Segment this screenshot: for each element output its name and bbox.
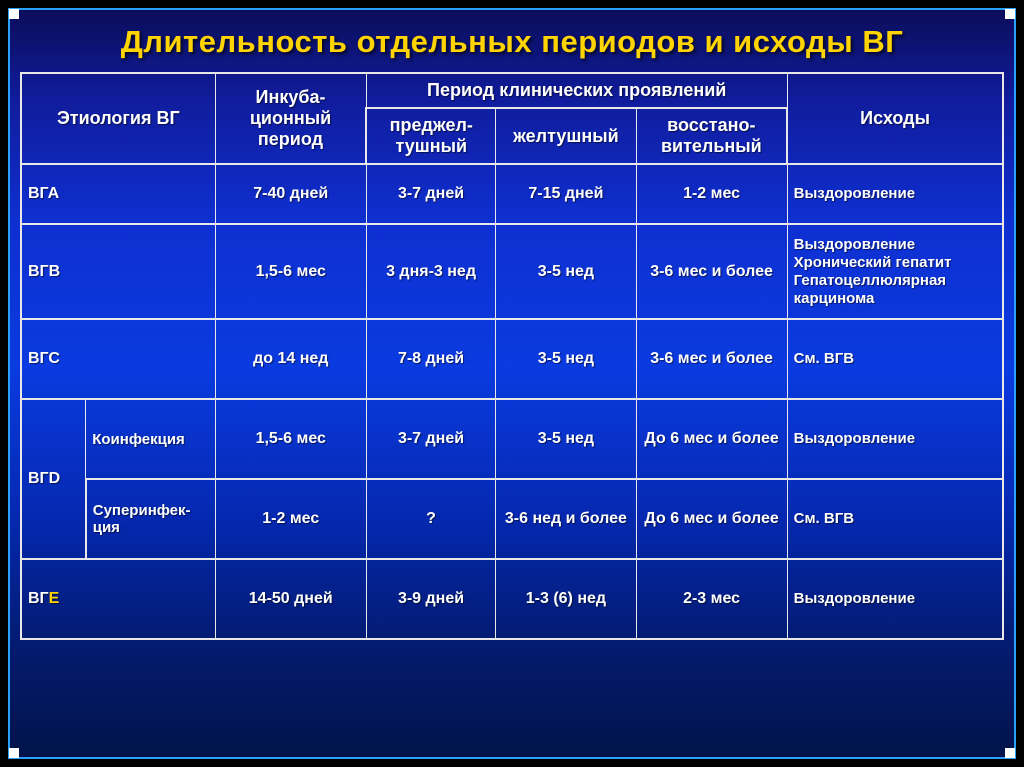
row-vge-recovery: 2-3 мес: [636, 559, 787, 639]
row-vga-icteric: 7-15 дней: [496, 164, 636, 224]
col-etiology: Этиология ВГ: [21, 73, 215, 164]
row-vge-preicteric: 3-9 дней: [366, 559, 495, 639]
row-vgc-incubation: до 14 нед: [215, 319, 366, 399]
hepatitis-periods-table: Этиология ВГ Инкуба- ционный период Пери…: [20, 72, 1004, 640]
row-vge-icteric: 1-3 (6) нед: [496, 559, 636, 639]
row-vgd-label: ВГD: [21, 399, 86, 559]
resize-handle-bl[interactable]: [9, 748, 19, 758]
col-icteric: желтушный: [496, 108, 636, 164]
row-vga-recovery: 1-2 мес: [636, 164, 787, 224]
resize-handle-tl[interactable]: [9, 9, 19, 19]
table-row: ВГВ 1,5-6 мес 3 дня-3 нед 3-5 нед 3-6 ме…: [21, 224, 1003, 319]
row-vge-label-prefix: ВГ: [28, 590, 49, 607]
table-row: ВГА 7-40 дней 3-7 дней 7-15 дней 1-2 мес…: [21, 164, 1003, 224]
row-vga-label: ВГА: [21, 164, 215, 224]
row-vgc-preicteric: 7-8 дней: [366, 319, 495, 399]
col-preicteric: преджел- тушный: [366, 108, 495, 164]
row-vgd-co-sub: Коинфекция: [86, 399, 215, 479]
row-vgd-super-incubation: 1-2 мес: [215, 479, 366, 559]
col-clinical-group: Период клинических проявлений: [366, 73, 787, 108]
row-vgb-icteric: 3-5 нед: [496, 224, 636, 319]
col-outcomes: Исходы: [787, 73, 1003, 164]
row-vga-incubation: 7-40 дней: [215, 164, 366, 224]
slide-frame: Длительность отдельных периодов и исходы…: [8, 8, 1016, 759]
row-vgd-co-incubation: 1,5-6 мес: [215, 399, 366, 479]
row-vgd-super-recovery: До 6 мес и более: [636, 479, 787, 559]
row-vgb-outcome: Выздоровление Хронический гепатит Гепато…: [787, 224, 1003, 319]
row-vgb-label: ВГВ: [21, 224, 215, 319]
row-vgb-incubation: 1,5-6 мес: [215, 224, 366, 319]
row-vgd-super-outcome: См. ВГВ: [787, 479, 1003, 559]
row-vge-outcome: Выздоровление: [787, 559, 1003, 639]
col-recovery: восстано- вительный: [636, 108, 787, 164]
row-vgd-co-recovery: До 6 мес и более: [636, 399, 787, 479]
row-vgc-outcome: См. ВГВ: [787, 319, 1003, 399]
row-vge-label: ВГЕ: [21, 559, 215, 639]
row-vgc-label: ВГС: [21, 319, 215, 399]
table-row: ВГЕ 14-50 дней 3-9 дней 1-3 (6) нед 2-3 …: [21, 559, 1003, 639]
row-vga-outcome: Выздоровление: [787, 164, 1003, 224]
row-vgc-recovery: 3-6 мес и более: [636, 319, 787, 399]
row-vgb-recovery: 3-6 мес и более: [636, 224, 787, 319]
table-row: Суперинфек-ция 1-2 мес ? 3-6 нед и более…: [21, 479, 1003, 559]
table-row: ВГС до 14 нед 7-8 дней 3-5 нед 3-6 мес и…: [21, 319, 1003, 399]
col-incubation: Инкуба- ционный период: [215, 73, 366, 164]
row-vge-label-e: Е: [49, 590, 60, 607]
row-vgd-co-preicteric: 3-7 дней: [366, 399, 495, 479]
row-vgd-co-icteric: 3-5 нед: [496, 399, 636, 479]
row-vgd-super-preicteric: ?: [366, 479, 495, 559]
row-vgc-icteric: 3-5 нед: [496, 319, 636, 399]
resize-handle-br[interactable]: [1005, 748, 1015, 758]
row-vgd-super-icteric: 3-6 нед и более: [496, 479, 636, 559]
resize-handle-tr[interactable]: [1005, 9, 1015, 19]
table-row: ВГD Коинфекция 1,5-6 мес 3-7 дней 3-5 не…: [21, 399, 1003, 479]
row-vga-preicteric: 3-7 дней: [366, 164, 495, 224]
row-vge-incubation: 14-50 дней: [215, 559, 366, 639]
row-vgb-preicteric: 3 дня-3 нед: [366, 224, 495, 319]
slide-title: Длительность отдельных периодов и исходы…: [20, 24, 1004, 60]
row-vgd-co-outcome: Выздоровление: [787, 399, 1003, 479]
row-vgd-super-sub: Суперинфек-ция: [86, 479, 215, 559]
